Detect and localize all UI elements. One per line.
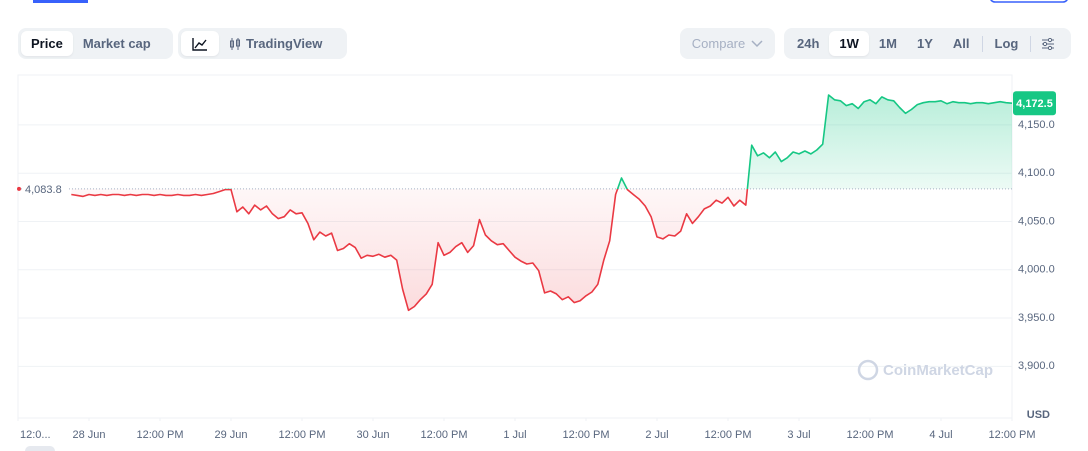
log-toggle[interactable]: Log [994, 36, 1019, 51]
range[interactable]: 1W [829, 31, 869, 56]
tab[interactable]: Price [21, 31, 73, 56]
baseline-label-bg [23, 181, 69, 196]
watermark: CoinMarketCap [883, 362, 993, 379]
chevron [751, 39, 763, 47]
tradingview-mode[interactable]: TradingView [219, 31, 332, 56]
baseline-label: 4,083.8 [25, 184, 62, 196]
settings-icon [1042, 37, 1055, 50]
metric-tabs: Price Market cap [18, 28, 173, 59]
last-price-tag [1013, 91, 1056, 116]
x-tick-label: 29 Jun [214, 429, 247, 441]
compare-label: Compare [691, 36, 746, 51]
x-tick-label: 28 Jun [72, 429, 105, 441]
y-tick-label: 4,150.0 [1018, 119, 1055, 131]
x-tick-label: 12:00 PM [562, 429, 609, 441]
range[interactable]: All [952, 36, 970, 51]
top-button-edge[interactable] [990, 0, 1068, 3]
settings[interactable] [1033, 31, 1063, 56]
compare[interactable]: Compare [680, 28, 775, 59]
line-icon [192, 37, 207, 51]
range[interactable]: 1Y [916, 36, 933, 51]
area [71, 95, 1013, 311]
y-tick-label: 4,000.0 [1018, 264, 1055, 276]
x-tick-label: 12:00 PM [136, 429, 183, 441]
x-tick-label: 1 Jul [503, 429, 526, 441]
chart-mode: TradingView [178, 28, 347, 59]
y-tick-label: 4,050.0 [1018, 215, 1055, 227]
price-line [71, 94, 1013, 312]
y-tick-label: 3,950.0 [1018, 312, 1055, 324]
y-tick-label: 4,100.0 [1018, 167, 1055, 179]
x-tick-label: 3 Jul [787, 429, 810, 441]
y-unit: USD [1027, 409, 1050, 421]
range-tabs: 24h 1W 1M 1Y All Log [784, 28, 1071, 59]
tab-underline [33, 0, 88, 3]
watermark-logo [857, 359, 879, 381]
tab[interactable]: Market cap [82, 36, 151, 51]
x-tick-label: 12:00 PM [988, 429, 1035, 441]
separator [981, 35, 983, 52]
range[interactable]: 24h [797, 36, 820, 51]
range[interactable]: 1M [878, 36, 897, 51]
x-tick-label: 4 Jul [929, 429, 952, 441]
y-tick-label: 3,900.0 [1018, 360, 1055, 372]
x-tick-label: 12:00 PM [846, 429, 893, 441]
baseline-marker [17, 186, 21, 191]
candle-icon [230, 37, 240, 50]
line-mode[interactable] [181, 31, 219, 56]
x-tick-label: 12:00 PM [420, 429, 467, 441]
x-tick-label: 12:00 PM [278, 429, 325, 441]
x-tick-label: 2 Jul [645, 429, 668, 441]
x-tick-label: 12:0... [20, 429, 51, 441]
last-price-label: 4,172.5 [1016, 98, 1053, 110]
x-tick-label: 30 Jun [356, 429, 389, 441]
scroll-handle[interactable] [25, 446, 55, 451]
x-tick-label: 12:00 PM [704, 429, 751, 441]
mode-label: TradingView [246, 36, 323, 51]
separator [1030, 35, 1032, 52]
